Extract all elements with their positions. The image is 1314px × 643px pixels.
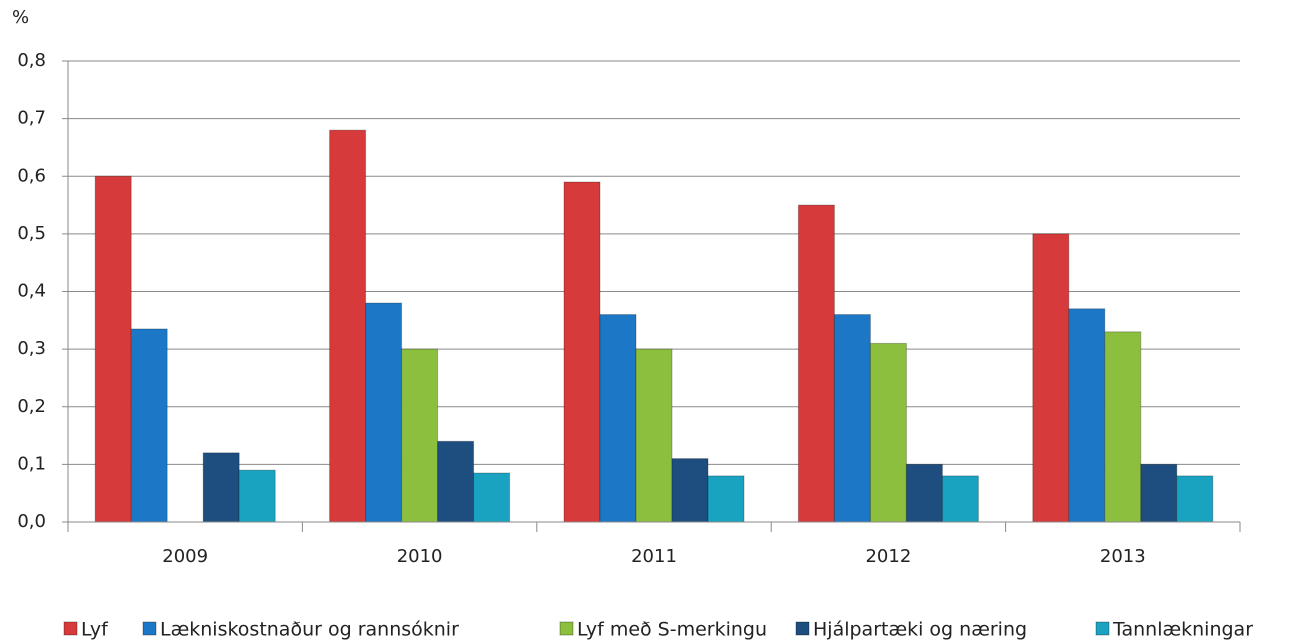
- bar: [1032, 233, 1070, 523]
- bar: [329, 129, 367, 523]
- x-tick-label: 2011: [631, 546, 677, 567]
- legend-label: Lyf með S-merkingu: [577, 619, 767, 641]
- y-tick-label: 0,5: [17, 223, 46, 244]
- legend: Lyf Lækniskostnaður og rannsóknir Lyf með …: [63, 619, 1253, 641]
- bar: [1176, 475, 1214, 523]
- bar: [94, 175, 132, 523]
- legend-swatch: [795, 621, 810, 636]
- bar: [707, 475, 745, 523]
- bar: [437, 440, 475, 523]
- y-tick-label: 0,0: [17, 511, 46, 532]
- x-tick-label: 2009: [162, 546, 208, 567]
- y-tick-label: 0,2: [17, 396, 46, 417]
- bar: [869, 342, 907, 523]
- bar: [635, 348, 673, 523]
- legend-label: Lyf: [81, 619, 109, 641]
- bar: [1068, 308, 1106, 523]
- legend-label: Lækniskostnaður og rannsóknir: [160, 619, 459, 641]
- x-tick-label: 2013: [1100, 546, 1146, 567]
- bar: [563, 181, 601, 523]
- bar: [238, 469, 276, 523]
- legend-swatch: [1095, 621, 1110, 636]
- bar: [130, 328, 168, 523]
- y-tick-label: 0,3: [17, 338, 46, 359]
- bar: [473, 472, 511, 523]
- legend-swatch: [142, 621, 157, 636]
- bar: [401, 348, 439, 523]
- legend-label: Hjálpartæki og næring: [813, 619, 1027, 641]
- bar: [833, 314, 871, 523]
- bar: [599, 314, 637, 523]
- bar: [365, 302, 403, 523]
- bar: [1140, 463, 1178, 523]
- y-tick-label: 0,8: [17, 50, 46, 71]
- legend-label: Tannlækningar: [1112, 619, 1253, 641]
- x-tick-label: 2010: [397, 546, 443, 567]
- y-tick-label: 0,7: [17, 108, 46, 129]
- bar: [905, 463, 943, 523]
- bar: [941, 475, 979, 523]
- bar: [671, 458, 709, 523]
- y-tick-label: 0,4: [17, 281, 46, 302]
- legend-swatch: [559, 621, 574, 636]
- bar: [1104, 331, 1142, 523]
- x-tick-label: 2012: [865, 546, 911, 567]
- bar: [797, 204, 835, 523]
- y-tick-label: 0,6: [17, 165, 46, 186]
- y-tick-label: 0,1: [17, 453, 46, 474]
- y-axis-label: %: [12, 7, 29, 28]
- bar: [202, 452, 240, 523]
- legend-swatch: [63, 621, 78, 636]
